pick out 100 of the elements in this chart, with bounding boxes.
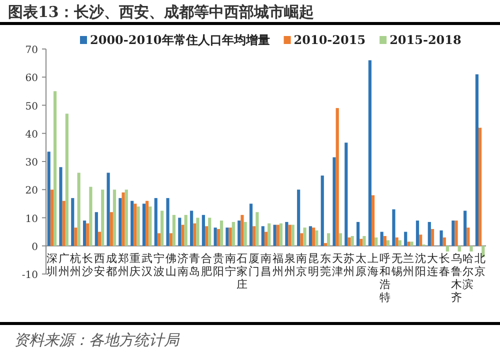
bar (478, 128, 482, 246)
bar (362, 236, 366, 246)
bar (464, 210, 467, 246)
bar (288, 224, 292, 246)
bar (86, 223, 90, 246)
bar (428, 222, 431, 246)
x-tick-label: 济南 (177, 252, 188, 278)
y-tick-label: 10 (25, 214, 38, 225)
bar (157, 233, 161, 246)
x-tick-label: 成都 (106, 252, 117, 278)
x-tick-label: 天津 (332, 252, 343, 278)
bar (368, 60, 372, 246)
bar (181, 224, 184, 246)
bar (146, 200, 149, 246)
y-tick-label: 50 (25, 101, 38, 112)
x-tick-label: 杭州 (69, 252, 82, 278)
x-tick-label: 北京 (474, 252, 486, 278)
x-tick-label: 无锡 (390, 252, 402, 278)
x-tick-label: 广州 (58, 252, 70, 278)
bar (416, 220, 420, 246)
bar (166, 198, 170, 246)
bar (82, 220, 86, 246)
bar (53, 91, 57, 246)
bar (407, 242, 410, 246)
bar (475, 74, 479, 246)
bar (148, 206, 152, 246)
bar (214, 228, 217, 246)
bar (134, 204, 137, 246)
bar (71, 198, 74, 246)
bar (94, 212, 98, 246)
x-tick-label: 南京 (296, 252, 308, 278)
bar (110, 212, 113, 246)
bar (190, 210, 194, 246)
bar (466, 228, 470, 246)
bar (264, 232, 268, 246)
bar (142, 204, 146, 246)
bar (172, 214, 176, 246)
bar (220, 220, 224, 246)
bar (226, 228, 229, 246)
legend-label: 2015-2018 (390, 33, 462, 47)
bar (303, 228, 306, 246)
bar (315, 230, 318, 246)
bar (89, 186, 92, 246)
bar (452, 220, 455, 246)
bar (101, 190, 104, 246)
bar (470, 246, 473, 252)
bar (228, 228, 232, 246)
bar (410, 242, 414, 246)
x-tick-label: 深圳 (45, 252, 58, 278)
bar (404, 232, 408, 246)
y-tick-label: 70 (25, 45, 38, 56)
bar (118, 198, 122, 246)
x-tick-label: 南宁 (224, 252, 236, 278)
bar (327, 233, 330, 246)
bar (65, 114, 68, 246)
bar (386, 240, 390, 246)
bar (244, 222, 247, 246)
bar (208, 218, 212, 246)
x-tick-label: 沈阳 (415, 252, 426, 278)
bar (440, 230, 443, 246)
bar (320, 176, 324, 246)
bar (184, 214, 188, 246)
bar (297, 190, 300, 246)
bar (454, 220, 458, 246)
bar (74, 228, 78, 246)
x-tick-label: 兰州 (403, 252, 414, 278)
bar (169, 233, 172, 246)
bar (392, 209, 396, 246)
bar (348, 237, 351, 246)
y-tick-label: 0 (32, 242, 38, 253)
bar (398, 240, 402, 246)
x-tick-label: 长春 (438, 252, 450, 278)
bar (360, 238, 363, 246)
bar (98, 232, 102, 246)
bar (122, 192, 125, 246)
bar (252, 226, 256, 246)
chart-title: 图表13：长沙、西安、成都等中西部城市崛起 (8, 3, 314, 21)
x-tick-label: 青岛 (189, 252, 200, 278)
bar (261, 226, 264, 246)
x-tick-label: 合肥 (201, 252, 212, 278)
bar (106, 172, 110, 246)
bar (77, 172, 80, 246)
y-tick-label: 30 (25, 158, 38, 168)
bar (308, 226, 312, 246)
bar (47, 152, 50, 246)
bar (240, 214, 244, 246)
bar (380, 232, 384, 246)
bar (202, 214, 205, 246)
bar (193, 223, 196, 246)
bar (285, 222, 288, 246)
bar (312, 228, 316, 246)
x-tick-label: 南昌 (260, 252, 272, 278)
bar (204, 226, 208, 246)
bar (196, 218, 200, 246)
x-tick-label: 上海 (368, 252, 379, 278)
text: 资料来源：各地方统计局 (14, 331, 180, 349)
bar (371, 195, 375, 246)
y-tick-label: 20 (25, 186, 38, 197)
bar (458, 246, 461, 252)
bar (300, 233, 304, 246)
